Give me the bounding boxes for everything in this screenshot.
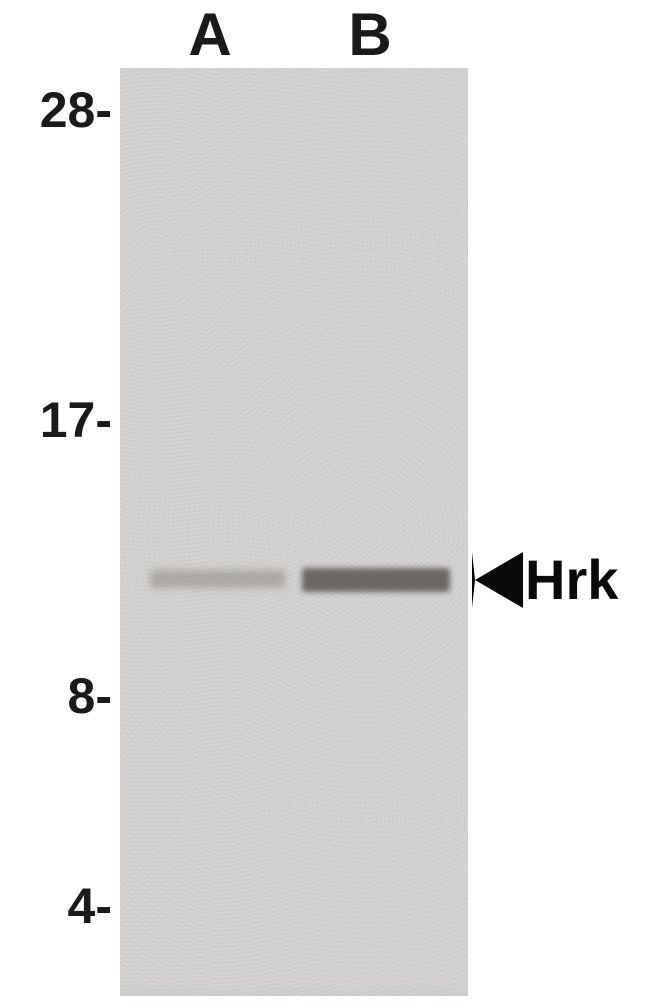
marker-28: 28- (0, 81, 112, 139)
annotation-arrow: Hrk (472, 552, 618, 608)
lane-label-a: A (170, 0, 250, 69)
marker-8: 8- (0, 667, 112, 725)
blot-bottom-edge (120, 984, 468, 996)
lane-label-b: B (330, 0, 410, 69)
band-lane-b (302, 568, 450, 592)
band-lane-a (150, 570, 285, 588)
marker-4: 4- (0, 877, 112, 935)
blot-background (120, 68, 468, 996)
blot-noise (120, 68, 468, 996)
marker-17: 17- (0, 391, 112, 449)
arrow-left-icon (472, 552, 523, 608)
annotation-label: Hrk (525, 552, 618, 608)
blot-membrane (120, 68, 468, 996)
